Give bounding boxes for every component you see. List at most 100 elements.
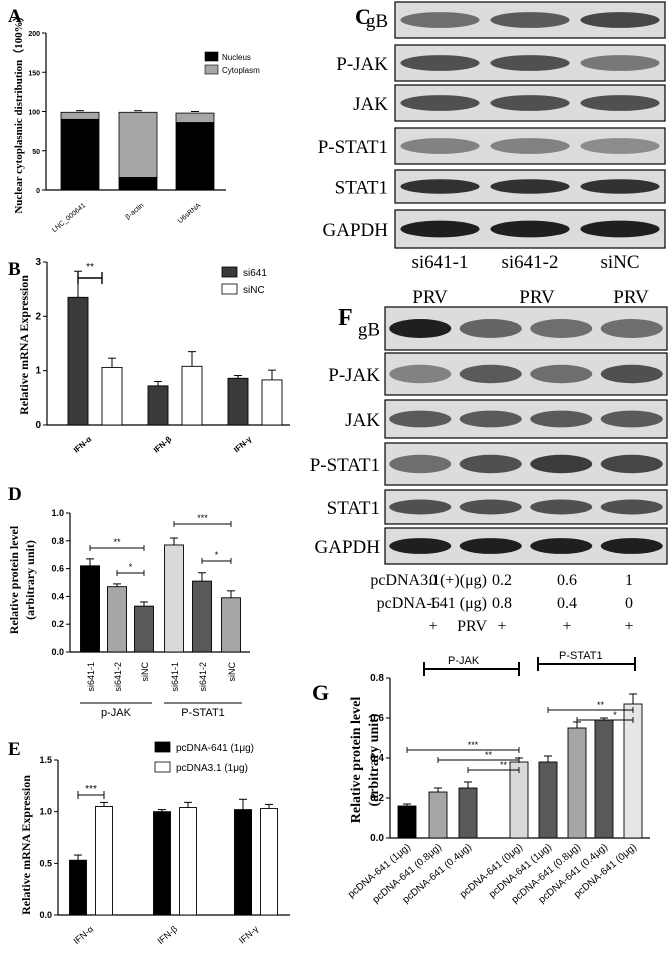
panel-g-bar: [509, 761, 529, 839]
panel-a-y-tick-label: 150: [28, 70, 40, 77]
panel-e-legend-label: pcDNA3.1 (1μg): [176, 763, 248, 774]
panel-d-sig-label: *: [129, 562, 133, 572]
panel-d-bar: [221, 597, 241, 653]
panel-f-condition-value: 0: [625, 595, 633, 612]
panel-e-y-tick-label: 1.0: [39, 807, 52, 817]
panel-f-letter: F: [338, 305, 353, 331]
panel-f-blot-band: [530, 364, 593, 384]
panel-f-blot-band: [389, 454, 452, 474]
panel-c-lane-label: si641-2: [502, 252, 559, 273]
panel-g-y-tick-label: 0.4: [370, 753, 384, 764]
panel-f-condition-value: 0.4: [557, 595, 577, 612]
panel-a-bar-segment: [175, 112, 215, 123]
panel-c-row-label: P-STAT1: [318, 137, 388, 158]
panel-f-blot-band: [459, 319, 522, 338]
panel-b-y-tick-label: 0: [35, 420, 41, 431]
panel-a-bar-segment: [60, 118, 100, 191]
panel-d: D 0.0 0.2 0.4 0.6 0.8 1.0 Relative protein leve…: [7, 484, 250, 719]
panel-e-x-tick-label: IFN-β: [155, 924, 179, 946]
panel-a-legend-swatch: [204, 51, 219, 62]
panel-f-blot-band: [530, 319, 593, 338]
panel-c-row-label: JAK: [353, 94, 388, 115]
panel-c-row-label: gB: [366, 11, 388, 32]
panel-b: B 0 1 2 3 Relative mRNA Expression IFN-α IFN-β I…: [8, 257, 290, 455]
panel-a-y-label: Nuclear cytoplasmic distribution（100%）: [12, 10, 25, 213]
panel-f-row-label: gB: [358, 320, 380, 341]
panel-f-row-label: GAPDH: [315, 537, 381, 558]
panel-c-letter: C: [355, 4, 371, 29]
panel-c-blot-band: [490, 12, 570, 28]
panel-d-letter: D: [8, 484, 22, 505]
panel-a-legend-swatch: [204, 64, 219, 75]
panel-f-header-label: PRV: [519, 287, 555, 308]
panel-d-y-tick-label: 1.0: [51, 508, 64, 518]
panel-d-y-tick-label: 0.2: [51, 619, 64, 629]
panel-d-y-tick-label: 0.0: [51, 647, 64, 657]
panel-e-y-tick-label: 1.5: [39, 755, 52, 765]
panel-g-bar: [594, 719, 614, 839]
panel-a-y-tick-label: 200: [28, 31, 40, 38]
panel-d-y-label: Relative protein level: [7, 525, 21, 634]
panel-c-blot-band: [580, 12, 660, 28]
panel-f-blot-band: [600, 319, 663, 338]
panel-a-y-tick-label: 50: [32, 149, 40, 156]
panel-f-row-label: P-STAT1: [310, 455, 380, 476]
panel-f: F PRV PRV PRV gB P-JAK JAK P-STAT1 STAT1 GAPDH pcD…: [310, 287, 668, 635]
panel-c-lane-label: siNC: [600, 252, 639, 273]
panel-c-blot-band: [400, 138, 480, 154]
panel-c-blot-band: [400, 179, 480, 194]
panel-f-blot-band: [389, 364, 452, 384]
panel-e-y-tick-label: 0.5: [39, 858, 52, 868]
panel-g-letter: G: [312, 680, 329, 705]
panel-c-blot-band: [400, 55, 480, 71]
panel-b-y-label: Relative mRNA Expression: [17, 275, 31, 415]
panel-a-y-tick-label: 0: [36, 188, 40, 195]
panel-a-letter: A: [8, 6, 22, 27]
panel-g-sig-label: **: [597, 700, 605, 710]
panel-c-blot-band: [580, 138, 660, 154]
panel-e-sig-label: ***: [85, 784, 97, 795]
panel-b-y-tick-label: 3: [35, 257, 41, 268]
panel-g-group-label: P-JAK: [448, 655, 480, 667]
panel-e-bar: [179, 807, 197, 916]
panel-g-sig-label: *: [613, 710, 617, 720]
panel-e-legend-label: pcDNA-641 (1μg): [176, 743, 254, 754]
panel-d-sig-label: **: [113, 537, 121, 547]
panel-g-y-tick-label: 0.8: [370, 673, 384, 684]
panel-g-bar: [567, 727, 587, 839]
panel-g-y-label: Relative protein level: [349, 697, 364, 824]
panel-b-bar: [101, 366, 123, 426]
panel-c-row-label: STAT1: [335, 178, 388, 199]
panel-e-y-label: Relative mRNA Expression: [19, 775, 33, 915]
panel-a-y-tick-label: 100: [28, 110, 40, 117]
panel-f-blot-band: [389, 319, 452, 338]
panel-g-bar: [458, 787, 478, 839]
panel-f-row-label: P-JAK: [328, 365, 380, 386]
panel-d-y-label-unit: (arbitrary unit): [23, 540, 37, 620]
panel-f-blot-band: [530, 454, 593, 474]
panel-d-group-label: p-JAK: [101, 707, 132, 719]
panel-d-sig-label: ***: [197, 513, 208, 523]
panel-f-blot-band: [600, 454, 663, 474]
panel-b-x-tick-label: IFN-γ: [232, 434, 254, 454]
panel-f-blot-band: [600, 410, 663, 428]
panel-d-bar: [164, 544, 184, 653]
panel-c-blot-band: [580, 179, 660, 194]
panel-a-bar-segment: [118, 111, 158, 178]
panel-d-sig-label: *: [215, 550, 219, 560]
panel-e-y-tick-label: 0.0: [39, 910, 52, 920]
panel-f-blot-band: [600, 364, 663, 384]
panel-g-y-tick-label: 0.2: [370, 793, 384, 804]
panel-d-bar: [80, 565, 100, 653]
panel-f-blot-band: [459, 364, 522, 384]
panel-e: E 0.0 0.5 1.0 1.5 Relative mRNA Expression IFN…: [8, 739, 290, 946]
panel-e-bar: [260, 808, 278, 916]
panel-c-blot-band: [580, 220, 660, 238]
panel-b-bar: [181, 365, 203, 426]
panel-e-bar: [69, 859, 87, 916]
panel-f-blot-band: [600, 538, 663, 554]
panel-e-bar: [95, 806, 113, 916]
panel-f-blot-band: [459, 499, 522, 515]
